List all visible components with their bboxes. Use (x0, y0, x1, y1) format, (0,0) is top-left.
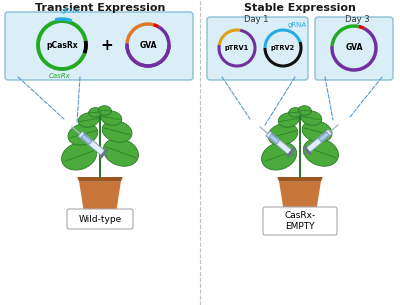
Ellipse shape (89, 108, 102, 117)
Text: gRNA: gRNA (288, 22, 306, 28)
Polygon shape (81, 134, 92, 144)
Text: GVA: GVA (345, 44, 363, 52)
Ellipse shape (98, 106, 111, 115)
Ellipse shape (303, 138, 338, 166)
FancyBboxPatch shape (5, 12, 193, 80)
Ellipse shape (68, 124, 98, 145)
Ellipse shape (268, 124, 298, 145)
Polygon shape (77, 177, 123, 182)
Polygon shape (279, 182, 321, 218)
Polygon shape (318, 132, 329, 142)
Ellipse shape (285, 215, 315, 221)
Text: pTRV1: pTRV1 (225, 45, 249, 51)
Polygon shape (306, 129, 332, 153)
Text: Stable Expression: Stable Expression (244, 3, 356, 13)
Polygon shape (78, 131, 106, 156)
Text: +: + (101, 38, 113, 52)
FancyBboxPatch shape (315, 17, 393, 80)
Ellipse shape (289, 108, 302, 117)
Text: Wild-type: Wild-type (78, 214, 122, 224)
Text: Day 1: Day 1 (244, 15, 268, 24)
Ellipse shape (102, 120, 132, 142)
Ellipse shape (302, 120, 332, 142)
Ellipse shape (262, 142, 297, 170)
Text: CasRx-
EMPTY: CasRx- EMPTY (284, 211, 316, 231)
Polygon shape (266, 131, 292, 155)
Polygon shape (277, 177, 323, 182)
Text: CasRx: CasRx (49, 73, 71, 79)
FancyBboxPatch shape (263, 207, 337, 235)
Ellipse shape (101, 111, 122, 125)
Text: Day 3: Day 3 (345, 15, 369, 24)
Ellipse shape (103, 138, 138, 166)
FancyBboxPatch shape (67, 209, 133, 229)
Ellipse shape (85, 215, 115, 221)
Ellipse shape (301, 111, 322, 125)
FancyBboxPatch shape (207, 17, 308, 80)
Polygon shape (269, 134, 280, 144)
Text: Transient Expression: Transient Expression (35, 3, 165, 13)
Text: pTRV2: pTRV2 (271, 45, 295, 51)
Ellipse shape (278, 113, 299, 127)
Text: pCasRx: pCasRx (46, 41, 78, 49)
Ellipse shape (78, 113, 99, 127)
Ellipse shape (62, 142, 97, 170)
Polygon shape (79, 182, 121, 218)
Text: gRNA: gRNA (60, 8, 80, 14)
Ellipse shape (298, 106, 311, 115)
Text: GVA: GVA (139, 41, 157, 49)
